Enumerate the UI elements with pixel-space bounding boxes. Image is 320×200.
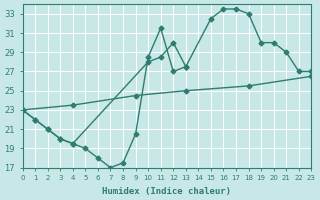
X-axis label: Humidex (Indice chaleur): Humidex (Indice chaleur) (102, 187, 231, 196)
